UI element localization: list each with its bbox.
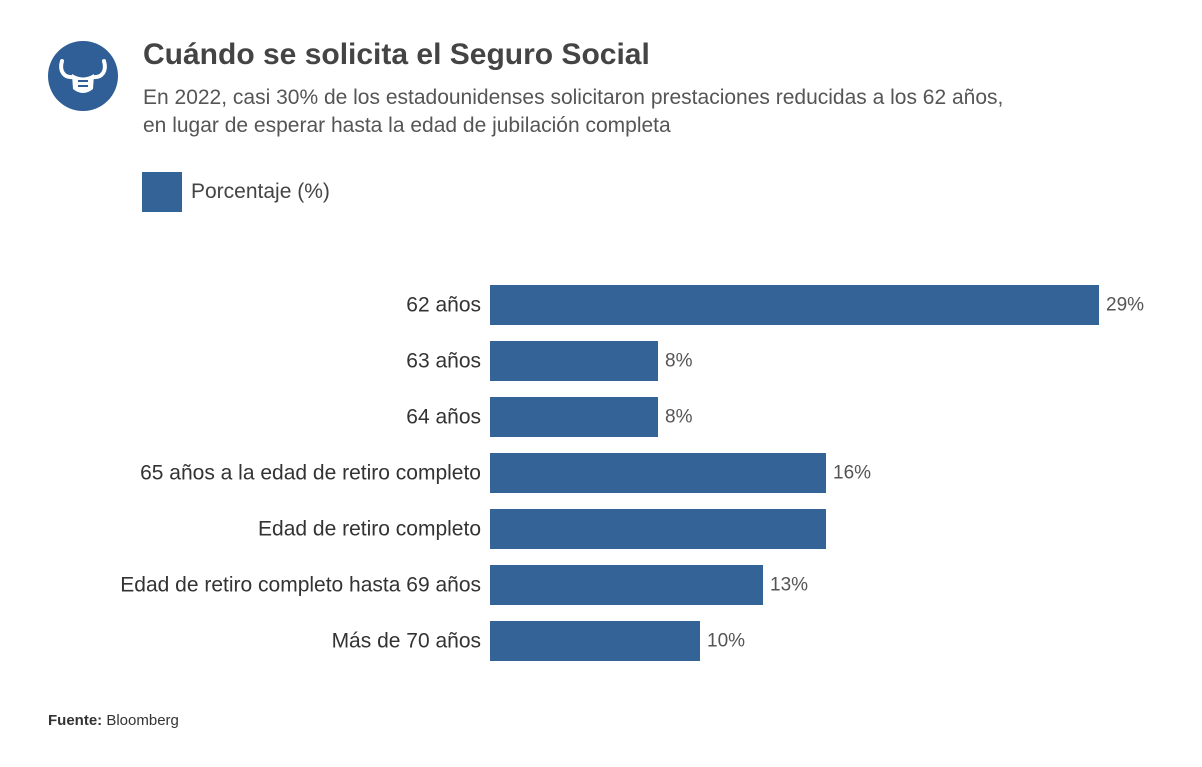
value-label: 8% bbox=[665, 407, 693, 428]
value-label: 29% bbox=[1106, 295, 1144, 316]
source-label: Fuente: bbox=[48, 712, 103, 729]
subtitle-line-1: En 2022, casi 30% de los estadounidenses… bbox=[143, 86, 1004, 109]
value-label: 16% bbox=[833, 463, 871, 484]
bar bbox=[490, 397, 658, 437]
bar-chart: 62 años 29% 63 años 8% 64 años 8% 65 años a la… bbox=[120, 285, 1144, 661]
category-label: 65 años a la edad de retiro completo bbox=[140, 462, 481, 485]
value-label: 13% bbox=[770, 575, 808, 596]
bar bbox=[490, 453, 826, 493]
value-label: 10% bbox=[707, 631, 745, 652]
source-note: Fuente: Bloomberg bbox=[48, 712, 179, 729]
legend-swatch bbox=[142, 172, 182, 212]
bar bbox=[490, 621, 700, 661]
bar bbox=[490, 509, 826, 549]
bar bbox=[490, 341, 658, 381]
source-value: Bloomberg bbox=[106, 712, 179, 729]
category-label: Edad de retiro completo hasta 69 años bbox=[120, 574, 481, 597]
category-label: 64 años bbox=[406, 406, 481, 429]
category-label: 63 años bbox=[406, 350, 481, 373]
category-label: Más de 70 años bbox=[332, 630, 481, 653]
subtitle-line-2: en lugar de esperar hasta la edad de jub… bbox=[143, 114, 671, 137]
bar bbox=[490, 285, 1099, 325]
value-label: 8% bbox=[665, 351, 693, 372]
chart-legend: Porcentaje (%) bbox=[142, 172, 330, 212]
bar bbox=[490, 565, 763, 605]
page-subtitle: En 2022, casi 30% de los estadounidenses… bbox=[143, 84, 1143, 140]
logo-bull-fist-icon bbox=[48, 41, 118, 111]
legend-label: Porcentaje (%) bbox=[191, 180, 330, 203]
category-label: Edad de retiro completo bbox=[258, 518, 481, 541]
category-label: 62 años bbox=[406, 294, 481, 317]
page-title: Cuándo se solicita el Seguro Social bbox=[143, 38, 650, 71]
